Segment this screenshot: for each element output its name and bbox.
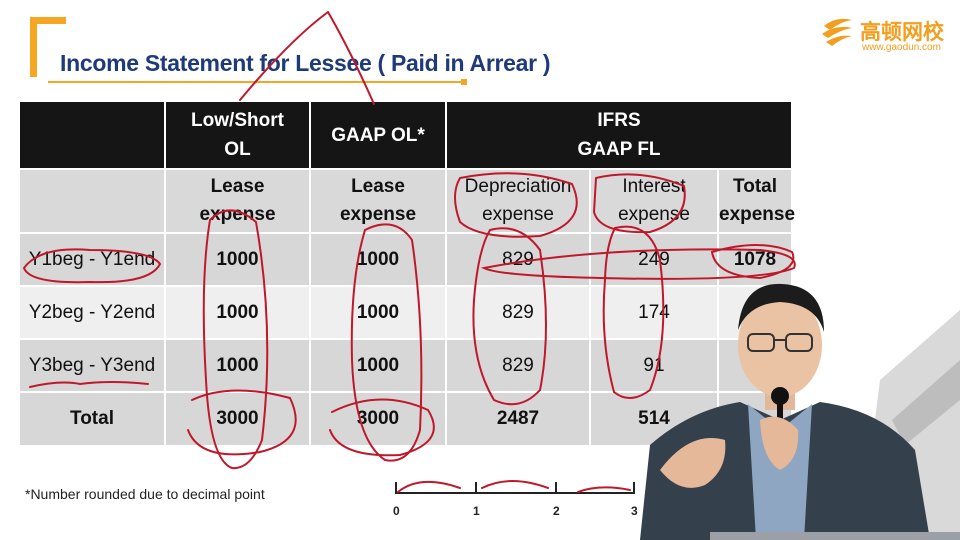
interest-label: Interest bbox=[622, 176, 686, 197]
logo-url: www.gaodun.com bbox=[862, 42, 941, 53]
sub-header-lease-expense-2: Lease expense bbox=[309, 168, 447, 234]
brand-logo: 高顿网校 www.gaodun.com bbox=[818, 12, 948, 60]
depreciation-label: Depreciation bbox=[464, 176, 572, 197]
row-label: Y2beg - Y2end bbox=[18, 285, 166, 340]
footnote: *Number rounded due to decimal point bbox=[25, 486, 265, 502]
sub-header-corner bbox=[18, 168, 166, 234]
timeline-tick bbox=[633, 482, 635, 494]
total-depreciation-expense: 2487 bbox=[445, 391, 591, 447]
timeline-tick bbox=[555, 482, 557, 494]
expense-label: expense bbox=[719, 204, 796, 225]
header-low-short-line2: OL bbox=[224, 139, 251, 160]
group-header-row: Low/Short OL GAAP OL* IFRS GAAP FL bbox=[18, 100, 794, 170]
header-ifrs-gaap-fl: IFRS GAAP FL bbox=[444, 100, 794, 170]
timeline-axis bbox=[395, 492, 635, 494]
timeline-label: 1 bbox=[473, 504, 480, 518]
header-ifrs-line2: GAAP FL bbox=[577, 139, 661, 160]
header-low-short-line1: Low/Short bbox=[191, 110, 284, 131]
instructor-face bbox=[738, 293, 822, 397]
expense-label: expense bbox=[339, 204, 417, 225]
header-gaap-ol: GAAP OL* bbox=[309, 100, 447, 170]
header-ifrs-line1: IFRS bbox=[597, 110, 641, 131]
gaap-ol-lease-expense: 1000 bbox=[309, 338, 447, 393]
expense-label: expense bbox=[482, 204, 554, 225]
sub-header-interest-expense: Interest expense bbox=[589, 168, 719, 234]
slide-title: Income Statement for Lessee ( Paid in Ar… bbox=[60, 50, 551, 76]
timeline-label: 2 bbox=[553, 504, 560, 518]
sub-header-lease-expense-1: Lease expense bbox=[164, 168, 311, 234]
timeline-label: 0 bbox=[393, 504, 400, 518]
depreciation-expense: 829 bbox=[445, 338, 591, 393]
expense-label: expense bbox=[199, 204, 276, 225]
title-bracket-decoration bbox=[30, 17, 66, 77]
row-label: Y1beg - Y1end bbox=[18, 232, 166, 287]
gaap-ol-lease-expense: 1000 bbox=[309, 285, 447, 340]
instructor-hand bbox=[660, 438, 726, 488]
sub-header-row: Lease expense Lease expense Depreciation… bbox=[18, 168, 796, 234]
total-gaap-ol-lease-expense: 3000 bbox=[309, 391, 447, 447]
logo-icon bbox=[822, 18, 852, 46]
logo-name: 高顿网校 bbox=[860, 21, 944, 44]
lease-label: Lease bbox=[351, 176, 405, 197]
instructor-hand bbox=[760, 416, 799, 470]
timeline-tick bbox=[395, 482, 397, 494]
timeline-label: 3 bbox=[631, 504, 638, 518]
depreciation-expense: 829 bbox=[445, 232, 591, 287]
instructor-hair bbox=[738, 283, 824, 332]
total-row-label: Total bbox=[18, 391, 166, 447]
gaap-ol-lease-expense: 1000 bbox=[309, 232, 447, 287]
low-short-lease-expense: 1000 bbox=[164, 232, 311, 287]
title-underline-dot bbox=[461, 79, 467, 85]
sub-header-depreciation-expense: Depreciation expense bbox=[445, 168, 591, 234]
header-low-short-ol: Low/Short OL bbox=[164, 100, 311, 170]
timeline-tick bbox=[475, 482, 477, 494]
timeline: 0 1 2 3 bbox=[393, 478, 641, 528]
instructor-video-overlay bbox=[640, 283, 960, 540]
lease-label: Lease bbox=[210, 176, 265, 197]
sub-header-total-expense: Total expense bbox=[716, 168, 796, 234]
total-label: Total bbox=[733, 176, 777, 197]
total-low-short-lease-expense: 3000 bbox=[164, 391, 311, 447]
depreciation-expense: 829 bbox=[445, 285, 591, 340]
low-short-lease-expense: 1000 bbox=[164, 285, 311, 340]
title-underline bbox=[48, 81, 466, 83]
corner-cell bbox=[18, 100, 166, 170]
expense-label: expense bbox=[618, 204, 690, 225]
low-short-lease-expense: 1000 bbox=[164, 338, 311, 393]
row-label: Y3beg - Y3end bbox=[18, 338, 166, 393]
